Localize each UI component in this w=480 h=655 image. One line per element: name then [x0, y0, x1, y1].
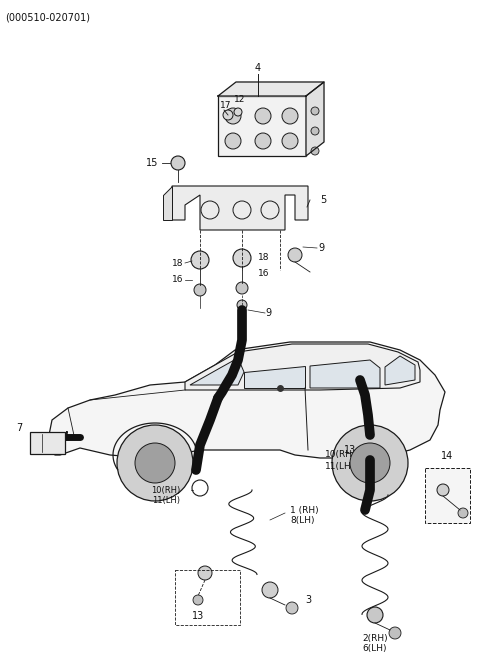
Text: 12: 12 [234, 96, 245, 105]
Circle shape [198, 566, 212, 580]
Text: 1 (RH): 1 (RH) [290, 506, 319, 514]
Circle shape [389, 627, 401, 639]
Circle shape [286, 602, 298, 614]
Polygon shape [306, 82, 324, 156]
Circle shape [262, 582, 278, 598]
Polygon shape [48, 342, 445, 458]
Text: (000510-020701): (000510-020701) [5, 12, 90, 22]
Polygon shape [310, 360, 380, 388]
Polygon shape [244, 366, 305, 388]
Circle shape [282, 108, 298, 124]
Text: 2(RH): 2(RH) [362, 633, 388, 643]
Text: 6(LH): 6(LH) [363, 645, 387, 654]
Circle shape [311, 127, 319, 135]
Circle shape [437, 484, 449, 496]
Bar [175, 570, 240, 625]
Circle shape [345, 458, 355, 468]
Polygon shape [185, 344, 420, 390]
Text: 4: 4 [255, 63, 261, 73]
Circle shape [194, 284, 206, 296]
Text: 11(LH): 11(LH) [325, 462, 355, 472]
Text: 14: 14 [441, 451, 453, 461]
Bar [30, 432, 65, 454]
Text: 16: 16 [171, 276, 183, 284]
Text: 10(RH): 10(RH) [151, 485, 180, 495]
Circle shape [135, 443, 175, 483]
Circle shape [236, 282, 248, 294]
Circle shape [117, 425, 193, 501]
Text: 18: 18 [171, 259, 183, 267]
Circle shape [234, 108, 242, 116]
Text: 15: 15 [146, 158, 158, 168]
Circle shape [225, 133, 241, 149]
Polygon shape [190, 358, 244, 385]
Circle shape [223, 110, 233, 120]
Text: 5: 5 [320, 195, 326, 205]
Circle shape [191, 251, 209, 269]
Text: 10(RH): 10(RH) [325, 451, 357, 460]
Text: 9: 9 [318, 243, 324, 253]
Text: 3: 3 [305, 595, 311, 605]
Circle shape [255, 133, 271, 149]
Text: 13: 13 [192, 611, 204, 621]
Text: 18: 18 [258, 253, 269, 263]
Text: 13: 13 [344, 445, 356, 455]
Text: 8(LH): 8(LH) [290, 517, 314, 525]
Circle shape [171, 156, 185, 170]
Polygon shape [172, 186, 308, 230]
Circle shape [332, 425, 408, 501]
Text: 7: 7 [16, 423, 22, 433]
Circle shape [350, 443, 390, 483]
Circle shape [193, 595, 203, 605]
Text: 11(LH): 11(LH) [152, 496, 180, 506]
Circle shape [311, 147, 319, 155]
Circle shape [367, 607, 383, 623]
Circle shape [288, 248, 302, 262]
Circle shape [458, 508, 468, 518]
Polygon shape [218, 82, 324, 96]
Text: 16: 16 [258, 269, 269, 278]
Bar [218, 96, 306, 156]
Circle shape [237, 300, 247, 310]
Circle shape [255, 108, 271, 124]
Polygon shape [163, 186, 172, 220]
Text: 17: 17 [220, 100, 231, 109]
Circle shape [233, 249, 251, 267]
Bar [425, 468, 470, 523]
Circle shape [282, 133, 298, 149]
Text: 9: 9 [265, 308, 271, 318]
Circle shape [311, 107, 319, 115]
Circle shape [225, 108, 241, 124]
Polygon shape [385, 356, 415, 385]
